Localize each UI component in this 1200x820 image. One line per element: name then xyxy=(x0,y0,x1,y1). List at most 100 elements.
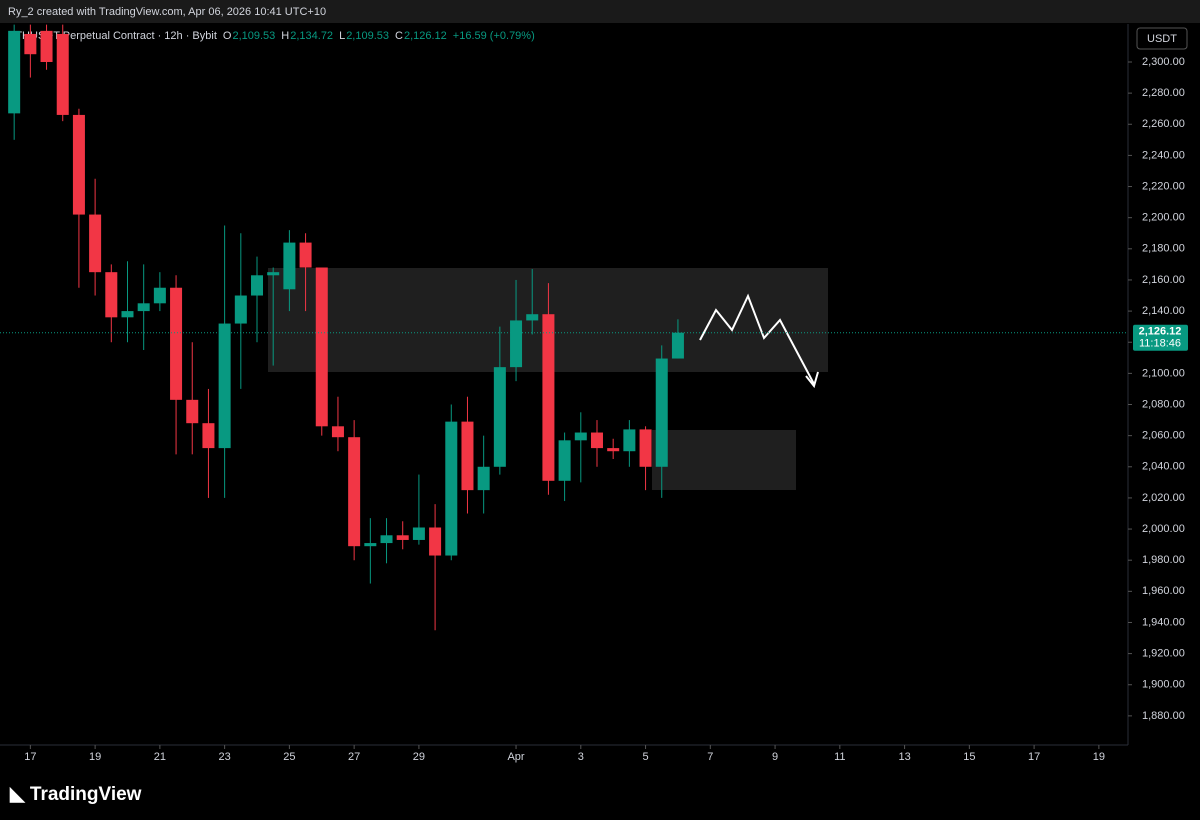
x-tick-label: 29 xyxy=(413,751,425,763)
candle-body xyxy=(607,448,620,452)
y-tick-label: 1,880.00 xyxy=(1142,710,1185,722)
x-tick-label: 27 xyxy=(348,751,360,763)
candle-body xyxy=(445,421,458,556)
candle-body xyxy=(542,314,555,481)
x-tick-label: 23 xyxy=(219,751,231,763)
last-price-label: 2,126.12 xyxy=(1139,326,1182,338)
candle-body xyxy=(267,272,280,276)
candle-body xyxy=(121,311,134,318)
candle-body xyxy=(558,440,571,481)
y-tick-label: 2,240.00 xyxy=(1142,149,1185,161)
candle-body xyxy=(89,214,102,273)
zone-box xyxy=(652,430,796,490)
ohlc-key: L xyxy=(339,30,345,42)
x-tick-label: Apr xyxy=(507,751,524,763)
y-tick-label: 2,200.00 xyxy=(1142,212,1185,224)
y-tick-label: 2,160.00 xyxy=(1142,274,1185,286)
candles xyxy=(8,24,684,631)
candle-body xyxy=(56,33,69,115)
candle-body xyxy=(170,287,183,400)
x-tick-label: 17 xyxy=(24,751,36,763)
arrow-head xyxy=(805,371,819,389)
candle-body xyxy=(283,242,296,290)
candle-body xyxy=(234,295,247,324)
ohlc-value: 2,134.72 xyxy=(290,30,333,42)
candle-body xyxy=(671,332,684,359)
currency-label[interactable]: USDT xyxy=(1147,33,1177,45)
y-tick-label: 2,260.00 xyxy=(1142,118,1185,130)
candle-body xyxy=(153,287,166,304)
y-tick-label: 2,040.00 xyxy=(1142,461,1185,473)
candle-body xyxy=(251,275,264,296)
candle-body xyxy=(299,242,312,268)
ohlc-key: C xyxy=(395,30,403,42)
candle-body xyxy=(315,267,328,427)
footer-logo: ◣ TradingView xyxy=(9,784,142,805)
logo-text: TradingView xyxy=(30,784,142,805)
y-tick-label: 2,080.00 xyxy=(1142,398,1185,410)
candle-body xyxy=(574,432,587,441)
candle-body xyxy=(364,543,377,547)
x-tick-label: 5 xyxy=(642,751,648,763)
ohlc-key: O xyxy=(223,30,232,42)
candle-body xyxy=(218,323,231,449)
symbol-title: ETHUSDT Perpetual Contract · 12h · Bybit xyxy=(8,30,217,42)
candle-body xyxy=(8,30,21,114)
candle-body xyxy=(24,33,37,55)
candle-body xyxy=(186,399,199,424)
candle-body xyxy=(510,320,523,368)
x-tick-label: 11 xyxy=(834,751,845,763)
change: +16.59 (+0.79%) xyxy=(453,30,535,42)
candle-body xyxy=(331,426,344,438)
x-tick-label: 15 xyxy=(963,751,975,763)
candle-body xyxy=(461,421,474,491)
ohlc-value: 2,109.53 xyxy=(346,30,389,42)
candle-body xyxy=(623,429,636,452)
x-tick-label: 9 xyxy=(772,751,778,763)
legend: ETHUSDT Perpetual Contract · 12h · Bybit… xyxy=(8,30,535,42)
y-tick-label: 1,920.00 xyxy=(1142,648,1185,660)
y-tick-label: 2,140.00 xyxy=(1142,305,1185,317)
y-tick-label: 2,300.00 xyxy=(1142,56,1185,68)
x-tick-label: 19 xyxy=(89,751,101,763)
candle-body xyxy=(202,423,215,449)
candle-body xyxy=(396,535,409,540)
x-tick-label: 3 xyxy=(578,751,584,763)
y-tick-label: 2,000.00 xyxy=(1142,523,1185,535)
candle-body xyxy=(639,429,652,467)
projection-path xyxy=(699,293,815,385)
candle-body xyxy=(380,535,393,544)
candle-body xyxy=(412,527,425,540)
last-price-tag xyxy=(1133,324,1188,351)
ohlc-value: 2,126.12 xyxy=(404,30,447,42)
y-tick-label: 1,940.00 xyxy=(1142,616,1185,628)
y-tick-label: 2,100.00 xyxy=(1142,367,1185,379)
ohlc-value: 2,109.53 xyxy=(232,30,275,42)
y-tick-label: 1,980.00 xyxy=(1142,554,1185,566)
y-tick-label: 2,060.00 xyxy=(1142,430,1185,442)
candle-body xyxy=(72,114,85,215)
candle-body xyxy=(348,437,361,547)
candle-body xyxy=(429,527,442,556)
header-bar xyxy=(0,0,1200,23)
x-tick-label: 19 xyxy=(1093,751,1105,763)
candle-body xyxy=(105,272,118,318)
candle-body xyxy=(137,303,150,312)
currency-button[interactable] xyxy=(1136,27,1188,50)
candle-body xyxy=(493,367,506,467)
candle-body xyxy=(655,358,668,467)
countdown: 11:18:46 xyxy=(1139,338,1181,350)
x-tick-label: 25 xyxy=(283,751,295,763)
y-tick-label: 2,180.00 xyxy=(1142,243,1185,255)
x-tick-label: 17 xyxy=(1028,751,1040,763)
x-tick-label: 21 xyxy=(154,751,166,763)
attribution: Ry_2 created with TradingView.com, Apr 0… xyxy=(8,6,326,18)
candle-body xyxy=(590,432,603,449)
y-tick-label: 2,220.00 xyxy=(1142,180,1185,192)
x-tick-label: 13 xyxy=(898,751,910,763)
y-tick-label: 2,020.00 xyxy=(1142,492,1185,504)
y-tick-label: 1,960.00 xyxy=(1142,585,1185,597)
y-tick-label: 1,900.00 xyxy=(1142,679,1185,691)
x-tick-label: 7 xyxy=(707,751,713,763)
